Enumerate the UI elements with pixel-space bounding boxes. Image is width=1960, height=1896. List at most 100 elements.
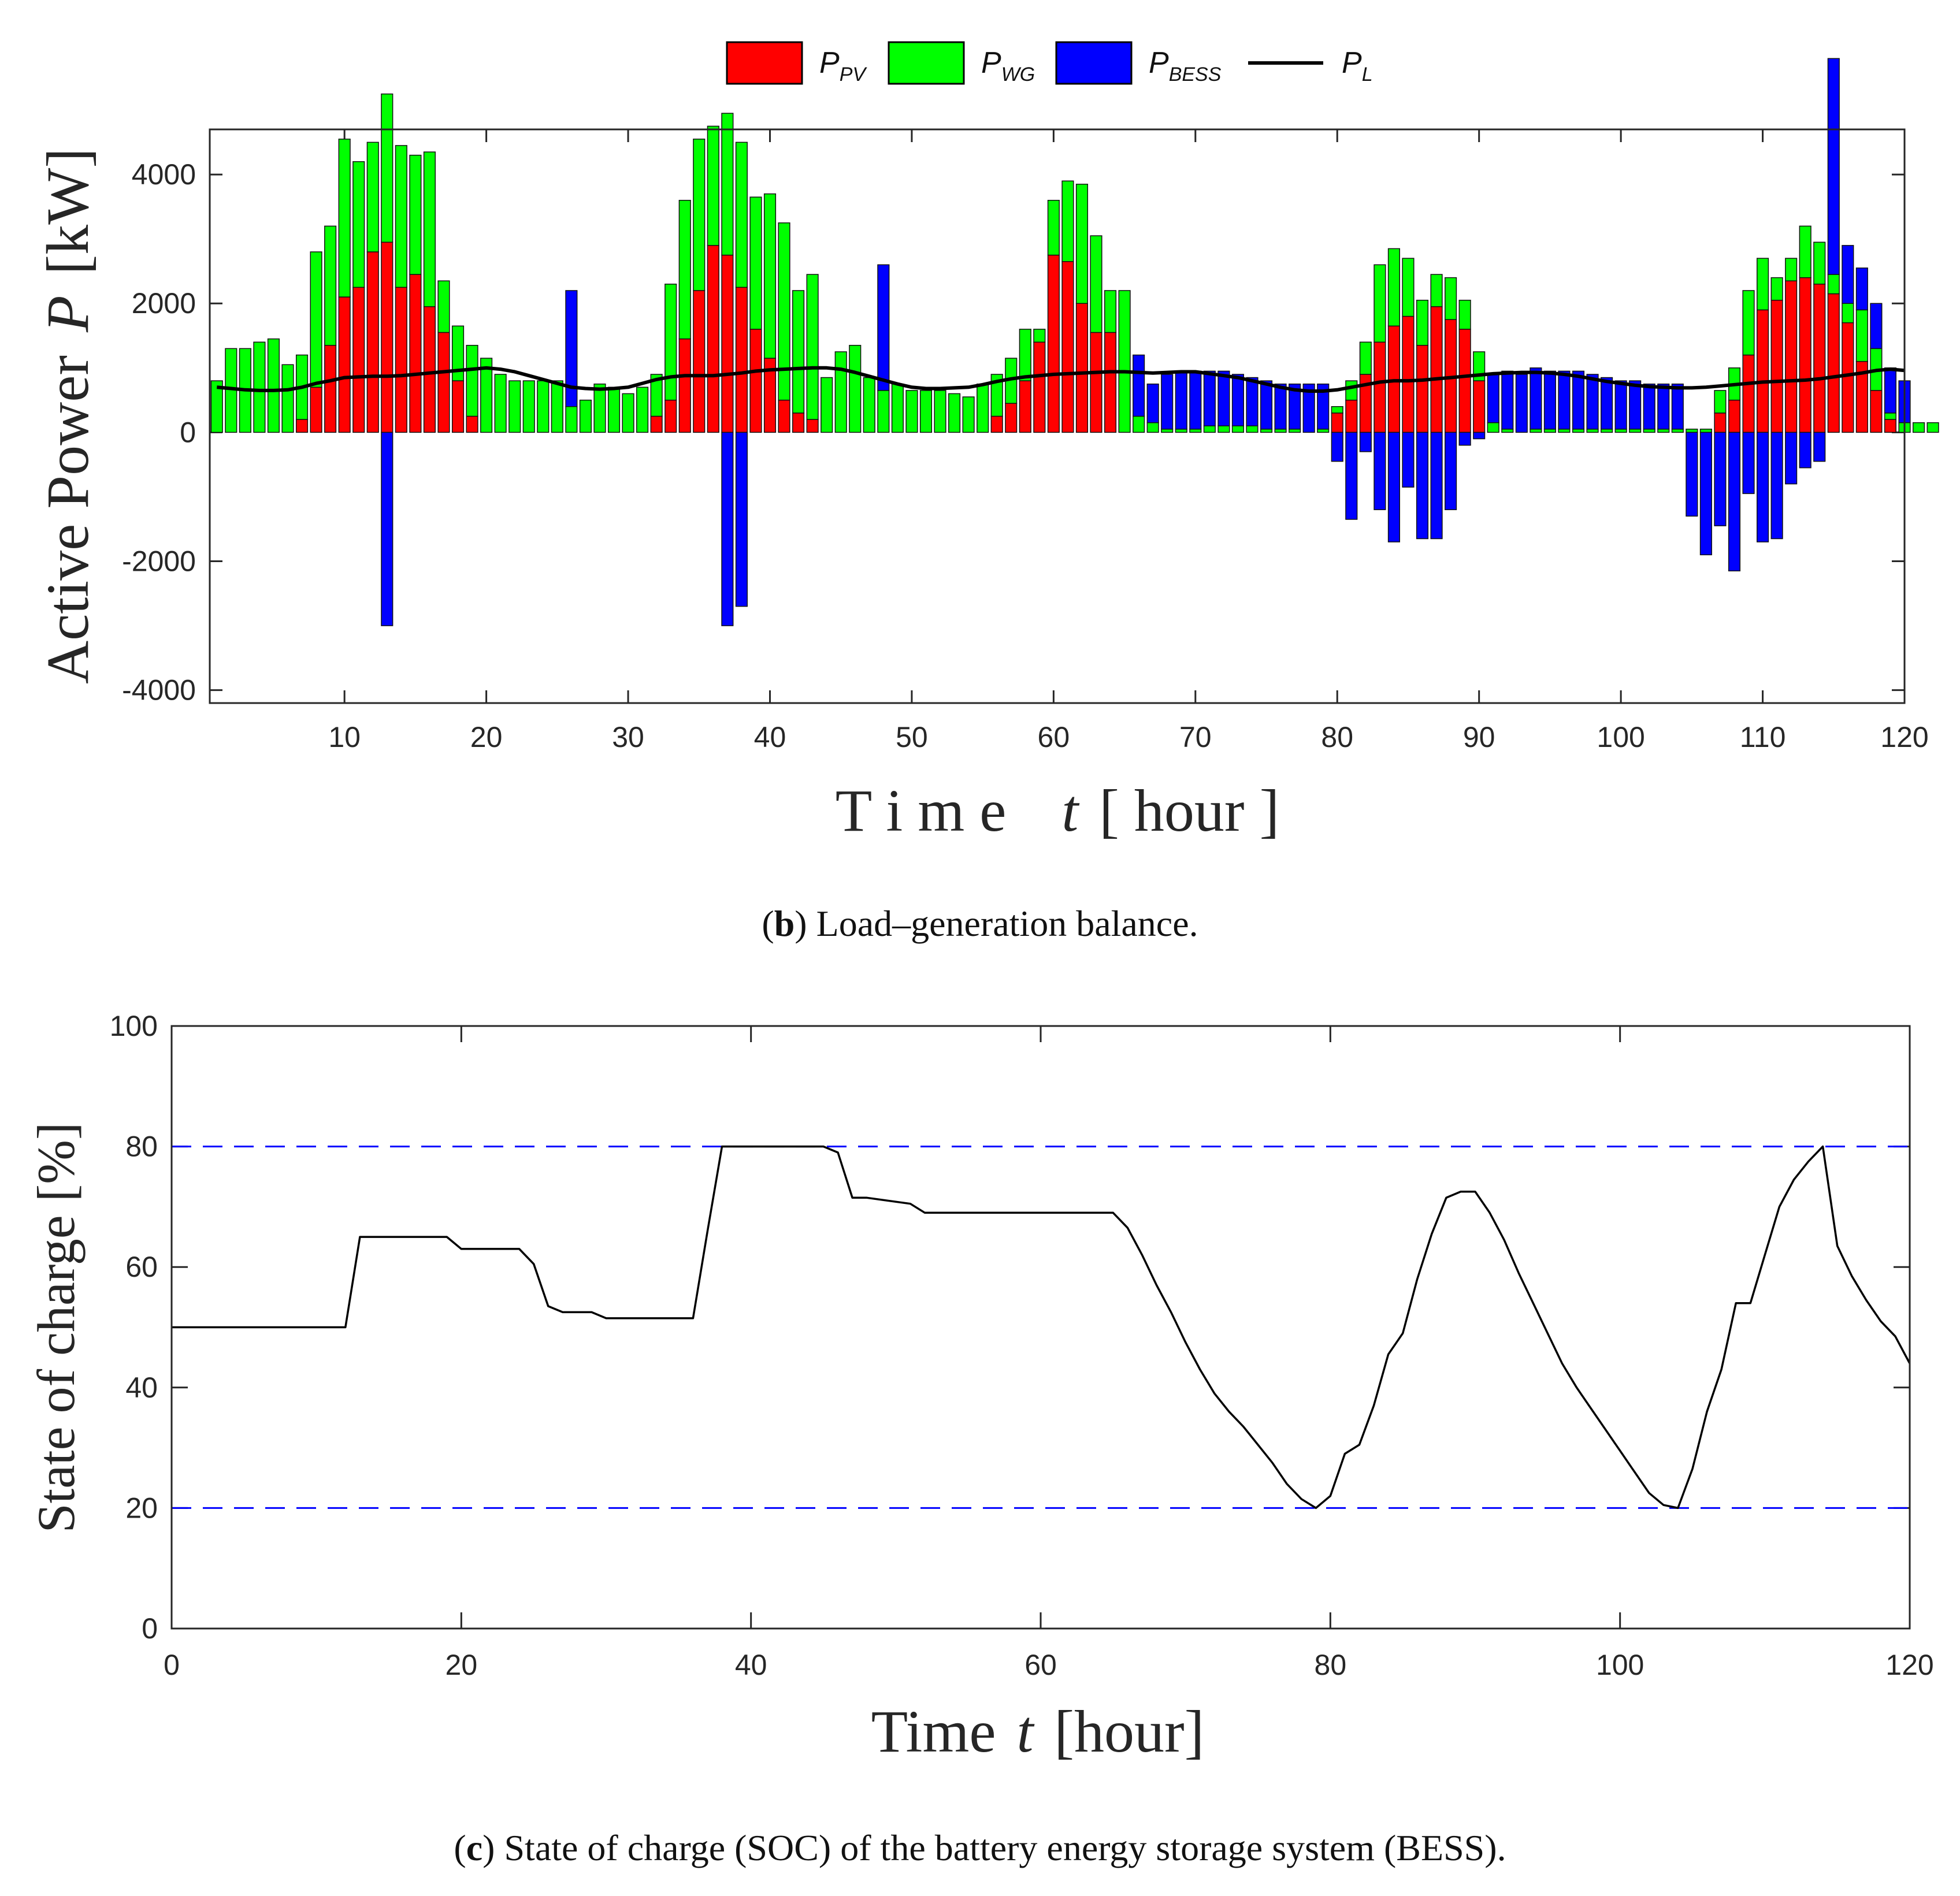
bar-pv xyxy=(665,399,677,433)
bar-bess xyxy=(1643,383,1655,430)
chart-b: 10 20 30 40 50 60 70 80 90 100 110 120 4000 2000 0 -200… xyxy=(35,58,1939,944)
bar-wg xyxy=(1317,429,1330,433)
bar-wg xyxy=(1614,429,1627,433)
y-tick-label: 20 xyxy=(125,1492,158,1524)
bar-pv xyxy=(451,380,465,433)
bar-wg xyxy=(636,386,649,433)
legend-swatch-pv xyxy=(726,41,803,85)
bar-bess xyxy=(1260,380,1273,430)
bar-bess xyxy=(1686,432,1698,517)
bar-bess xyxy=(735,432,748,607)
bar-bess xyxy=(1274,383,1287,430)
x-tick-label: 0 xyxy=(164,1649,180,1681)
bar-pv xyxy=(1005,403,1018,433)
bar-bess xyxy=(1530,367,1542,430)
bar-pv xyxy=(466,415,478,433)
bar-wg xyxy=(1359,341,1372,375)
bar-wg xyxy=(1742,290,1755,356)
bar-bess xyxy=(1558,370,1571,430)
legend-label-bess: PBESS xyxy=(1149,46,1222,85)
bar-wg xyxy=(1458,299,1471,330)
bar-wg xyxy=(1601,429,1613,433)
bar-wg xyxy=(1671,429,1684,433)
bar-pv xyxy=(1842,322,1854,433)
bar-pv xyxy=(1473,380,1486,433)
chart-c-plot-area xyxy=(170,1025,1911,1630)
bar-wg xyxy=(1686,429,1698,433)
bar-wg xyxy=(1445,277,1457,320)
bar-wg xyxy=(749,196,762,330)
y-tick-label: 40 xyxy=(125,1371,158,1404)
bar-wg xyxy=(707,125,719,246)
y-tick-label: 60 xyxy=(125,1251,158,1283)
bar-wg xyxy=(1402,258,1415,317)
chart-b-tick-labels: 10 20 30 40 50 60 70 80 90 100 110 120 4000 2000 0 -200… xyxy=(122,158,1929,753)
bar-wg xyxy=(466,345,478,417)
bar-bess xyxy=(1146,383,1159,423)
bar-bess xyxy=(1699,432,1712,556)
bar-wg xyxy=(1090,235,1102,333)
y-tick-label: 4000 xyxy=(132,158,196,191)
bar-wg xyxy=(1855,309,1868,362)
y-tick-label: 2000 xyxy=(132,287,196,319)
x-tick-label: 40 xyxy=(735,1649,767,1681)
x-tick-label: 120 xyxy=(1880,721,1928,753)
bar-wg xyxy=(1331,406,1343,414)
bar-wg xyxy=(409,154,422,275)
x-tick-label: 30 xyxy=(612,721,644,753)
bar-pv xyxy=(1728,399,1741,433)
bar-bess xyxy=(1543,370,1556,430)
series-load-line xyxy=(217,366,1905,393)
bar-wg xyxy=(678,199,691,340)
bar-bess xyxy=(1842,245,1854,304)
x-tick-label: 50 xyxy=(896,721,928,753)
bar-wg xyxy=(1203,425,1216,433)
bar-bess xyxy=(1813,432,1826,462)
bar-pv xyxy=(1813,284,1826,433)
bar-pv xyxy=(1785,280,1798,433)
bar-wg xyxy=(919,390,933,433)
bar-bess xyxy=(1855,267,1868,311)
bar-pv xyxy=(352,287,365,433)
bar-pv xyxy=(650,415,663,433)
bar-bess xyxy=(1770,432,1783,540)
bar-wg xyxy=(1246,425,1259,433)
bar-bess xyxy=(1430,432,1443,540)
bar-pv xyxy=(735,287,748,433)
legend-swatch-bess xyxy=(1055,41,1133,85)
y-tick-label: -4000 xyxy=(122,674,196,707)
bar-bess xyxy=(877,264,890,391)
bar-pv xyxy=(1416,345,1429,433)
bar-bess xyxy=(1501,370,1514,430)
bar-pv xyxy=(437,332,450,433)
bar-bess xyxy=(1387,432,1400,542)
bar-bess xyxy=(1231,374,1245,426)
bar-wg xyxy=(366,142,379,252)
bar-wg xyxy=(607,386,621,433)
bar-pv xyxy=(295,419,309,433)
bar-wg xyxy=(778,222,790,401)
bar-wg xyxy=(537,380,550,433)
bar-bess xyxy=(1671,383,1684,430)
bar-pv xyxy=(1033,341,1046,433)
bar-bess xyxy=(1884,367,1897,414)
bar-pv xyxy=(366,251,379,433)
bar-wg xyxy=(763,193,777,359)
bar-wg xyxy=(1345,380,1358,401)
bar-bess xyxy=(1572,370,1585,430)
bar-bess xyxy=(1657,383,1670,430)
bar-wg xyxy=(834,351,847,433)
bar-pv xyxy=(1458,329,1471,433)
bar-wg xyxy=(1175,429,1187,433)
bar-wg xyxy=(1629,429,1642,433)
chart-c-ticks xyxy=(170,1025,1911,1630)
bar-wg xyxy=(693,138,706,291)
bar-bess xyxy=(1742,432,1755,495)
legend-swatch-wg xyxy=(888,41,965,85)
bar-bess xyxy=(1614,380,1627,430)
bar-wg xyxy=(1289,429,1301,433)
bar-bess xyxy=(1289,383,1301,430)
bar-pv xyxy=(1019,380,1031,433)
bar-wg xyxy=(310,251,322,388)
